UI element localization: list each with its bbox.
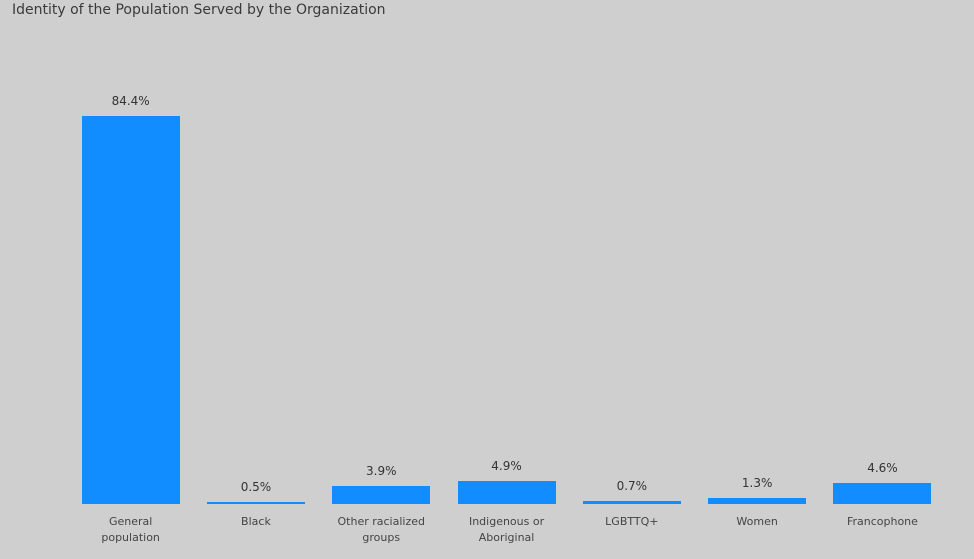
bar: [833, 482, 932, 504]
bar: [81, 116, 180, 504]
data-label: 0.5%: [240, 479, 272, 494]
data-label: 0.7%: [616, 478, 648, 493]
data-label: 1.3%: [741, 476, 773, 491]
x-tick-label: General population: [101, 515, 160, 544]
data-label: 3.9%: [366, 464, 397, 479]
bar: [332, 486, 431, 504]
x-tick-label: Francophone: [846, 515, 918, 528]
x-tick-label: Women: [736, 515, 778, 528]
x-tick-label: Indigenous or Aboriginal: [468, 515, 545, 544]
bar: [457, 481, 556, 504]
x-tick-label: LGBTTQ+: [605, 515, 659, 528]
chart-title: Identity of the Population Served by the…: [12, 2, 386, 18]
bar: [708, 498, 807, 504]
data-label: 4.9%: [491, 459, 522, 474]
data-label: 84.4%: [111, 94, 150, 108]
bar: [206, 501, 305, 504]
data-label: 4.6%: [867, 460, 898, 475]
bar: [582, 500, 681, 504]
x-tick-label: Other racialized groups: [337, 515, 425, 544]
x-tick-label: Black: [241, 515, 271, 528]
